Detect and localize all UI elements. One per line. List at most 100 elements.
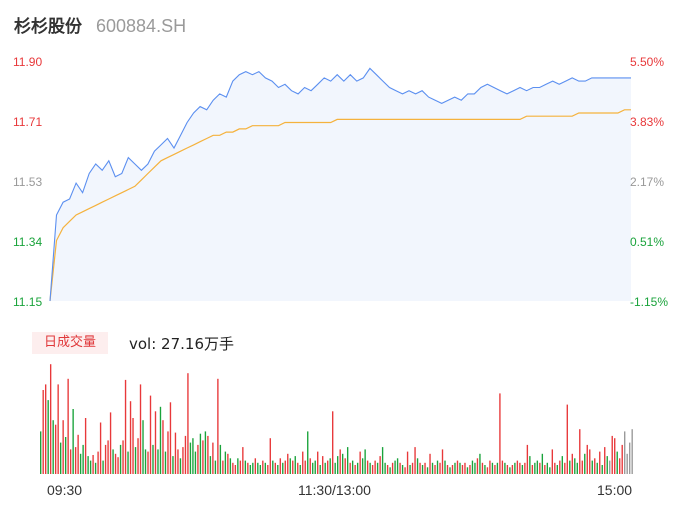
- volume-bar: [519, 462, 521, 474]
- volume-bar: [40, 431, 42, 474]
- volume-bar: [279, 458, 281, 474]
- volume-bar: [107, 440, 109, 474]
- volume-bar: [234, 465, 237, 474]
- volume-bar: [59, 442, 62, 474]
- volume-bar: [152, 444, 154, 474]
- volume-bar: [237, 458, 239, 474]
- x-tick-open: 09:30: [47, 482, 83, 498]
- volume-bar: [109, 412, 112, 474]
- volume-bar: [359, 451, 361, 474]
- volume-bar: [172, 456, 174, 474]
- volume-bar: [381, 447, 384, 474]
- y-tick-left: 11.15: [13, 295, 43, 309]
- volume-bar: [299, 465, 301, 474]
- volume-bar: [232, 462, 234, 474]
- volume-bar: [581, 460, 583, 474]
- volume-bar: [124, 379, 127, 474]
- volume-bar: [47, 400, 49, 474]
- volume-bar: [162, 420, 164, 474]
- volume-bar: [89, 460, 92, 474]
- volume-bar: [551, 449, 554, 474]
- y-tick-left: 11.90: [13, 55, 43, 69]
- volume-bar: [396, 458, 399, 474]
- volume-bar: [481, 462, 484, 474]
- volume-bar: [52, 420, 54, 474]
- volume-bar: [614, 438, 616, 474]
- volume-bar: [242, 447, 244, 474]
- volume-bar: [112, 449, 114, 474]
- volume-bar: [317, 451, 319, 474]
- volume-bar: [77, 434, 79, 474]
- volume-bar: [252, 462, 254, 474]
- volume-bar: [64, 437, 67, 474]
- volume-bar: [127, 451, 129, 474]
- volume-bar: [134, 447, 137, 474]
- volume-bar: [354, 465, 356, 474]
- volume-bar: [494, 465, 496, 474]
- volume-bar: [434, 465, 436, 474]
- volume-bar: [491, 462, 494, 474]
- volume-bar: [224, 451, 227, 474]
- volume-bar: [594, 458, 596, 474]
- volume-bar: [409, 465, 411, 474]
- volume-bar: [596, 462, 598, 474]
- volume-bar: [102, 460, 104, 474]
- volume-bar: [374, 460, 376, 474]
- volume-bar: [579, 429, 581, 474]
- volume-bar: [499, 393, 501, 474]
- volume-bar: [62, 420, 64, 474]
- volume-bar: [257, 462, 259, 474]
- volume-bar: [307, 431, 309, 474]
- volume-bar: [479, 453, 481, 474]
- volume-bar: [414, 447, 416, 474]
- stock-name: 杉杉股份: [14, 17, 82, 37]
- volume-bar: [564, 462, 566, 474]
- volume-bar: [384, 462, 386, 474]
- volume-bar: [269, 438, 271, 474]
- volume-bar: [294, 456, 296, 474]
- volume-bar: [546, 462, 549, 474]
- volume-bar: [504, 462, 506, 474]
- volume-bar: [169, 402, 172, 474]
- y-tick-right: 3.83%: [630, 115, 665, 129]
- volume-bar: [534, 462, 536, 474]
- volume-bar: [436, 460, 439, 474]
- volume-bar: [439, 462, 441, 474]
- volume-tag[interactable]: 日成交量: [32, 332, 108, 354]
- volume-bar: [576, 462, 578, 474]
- volume-bar: [157, 449, 159, 474]
- volume-bar: [132, 418, 134, 474]
- volume-bar: [314, 460, 316, 474]
- volume-bar: [364, 449, 366, 474]
- volume-bar: [486, 467, 489, 474]
- volume-bar: [254, 458, 257, 474]
- volume-bar: [212, 442, 214, 474]
- volume-bar: [399, 462, 401, 474]
- volume-bar: [147, 451, 149, 474]
- volume-bar: [79, 453, 82, 474]
- chart-header: 杉杉股份 600884.SH: [14, 12, 186, 40]
- y-tick-left: 11.71: [13, 115, 43, 129]
- volume-bar: [289, 458, 291, 474]
- volume-bar: [334, 462, 336, 474]
- volume-bar: [526, 444, 529, 474]
- volume-bar: [54, 424, 57, 474]
- volume-bar: [82, 444, 84, 474]
- volume-bar: [189, 442, 192, 474]
- stock-code: 600884.SH: [96, 16, 187, 36]
- volume-bar: [322, 456, 324, 474]
- volume-bar: [222, 460, 224, 474]
- volume-bar: [292, 460, 294, 474]
- volume-bar: [496, 462, 499, 474]
- volume-bar: [601, 465, 603, 474]
- y-tick-left: 11.34: [13, 235, 43, 249]
- volume-bar: [516, 460, 519, 474]
- volume-bar: [599, 451, 601, 474]
- volume-bar: [406, 451, 409, 474]
- volume-bar: [561, 456, 563, 474]
- y-tick-left: 11.53: [13, 175, 43, 189]
- volume-bar: [529, 456, 531, 474]
- volume-bar: [282, 462, 284, 474]
- average-price-line: [49, 109, 631, 302]
